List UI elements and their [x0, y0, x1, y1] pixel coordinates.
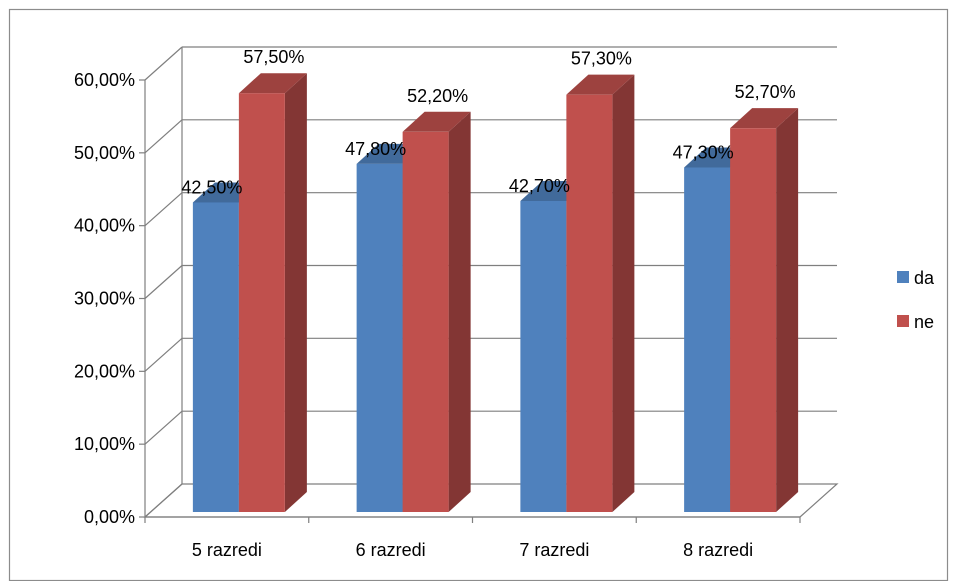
y-tick-label: 50,00%: [74, 143, 135, 163]
data-label: 57,50%: [243, 47, 304, 67]
data-label: 47,30%: [673, 142, 734, 162]
legend-swatch: [897, 271, 909, 283]
x-tick-label: 5 razredi: [192, 540, 262, 560]
legend: da ne: [897, 268, 935, 332]
chart-border: [8, 8, 949, 582]
x-tick-label: 6 razredi: [356, 540, 426, 560]
bar: [402, 111, 471, 512]
bar-front: [402, 131, 449, 512]
bar-front: [520, 201, 567, 513]
gridline-diagonal: [144, 192, 183, 227]
legend-label: ne: [914, 312, 934, 332]
x-axis: 5 razredi 6 razredi 7 razredi 8 razredi: [144, 516, 801, 560]
data-label: 42,70%: [509, 176, 570, 196]
bar-top: [566, 74, 635, 95]
bar-front: [730, 128, 777, 512]
bar: [238, 73, 307, 512]
y-tick-label: 60,00%: [74, 70, 135, 90]
bar-front: [356, 163, 403, 512]
gridline-diagonal: [144, 337, 183, 372]
data-labels: 42,50% 57,50% 47,80% 52,20% 42,70% 57,30% 47,3…: [181, 47, 795, 197]
bar-front: [684, 167, 731, 512]
y-tick-label: 30,00%: [74, 289, 135, 309]
bar-front: [238, 93, 285, 512]
data-label: 52,70%: [735, 82, 796, 102]
gridline-diagonal: [144, 483, 183, 518]
gridline-diagonal: [144, 265, 183, 299]
bar-side: [612, 74, 635, 512]
y-tick-label: 40,00%: [74, 216, 135, 236]
legend-swatch: [897, 315, 909, 327]
bar: [730, 108, 799, 512]
x-tick-label: 8 razredi: [683, 540, 753, 560]
data-label: 52,20%: [407, 86, 468, 106]
bars: [192, 73, 799, 513]
y-tick-label: 0,00%: [84, 507, 135, 527]
y-axis: 0,00% 10,00% 20,00% 30,00% 40,00% 50,00% 60,00…: [74, 70, 146, 527]
gridline-diagonal: [144, 119, 183, 154]
legend-label: da: [914, 268, 935, 288]
bar-side: [776, 108, 799, 512]
bar-front: [192, 202, 239, 513]
bar-side: [448, 111, 471, 512]
bar-front: [566, 94, 613, 512]
data-label: 42,50%: [181, 177, 242, 197]
bar-top: [238, 73, 307, 94]
x-tick-label: 7 razredi: [519, 540, 589, 560]
bar-top: [730, 108, 799, 129]
y-tick-label: 20,00%: [74, 361, 135, 381]
data-label: 47,80%: [345, 139, 406, 159]
y-tick-label: 10,00%: [74, 434, 135, 454]
bar: [566, 74, 635, 512]
bar-top: [402, 111, 471, 132]
bar-side: [284, 73, 307, 512]
gridline-diagonal: [144, 46, 183, 81]
gridline-diagonal: [144, 410, 183, 445]
data-label: 57,30%: [571, 49, 632, 69]
